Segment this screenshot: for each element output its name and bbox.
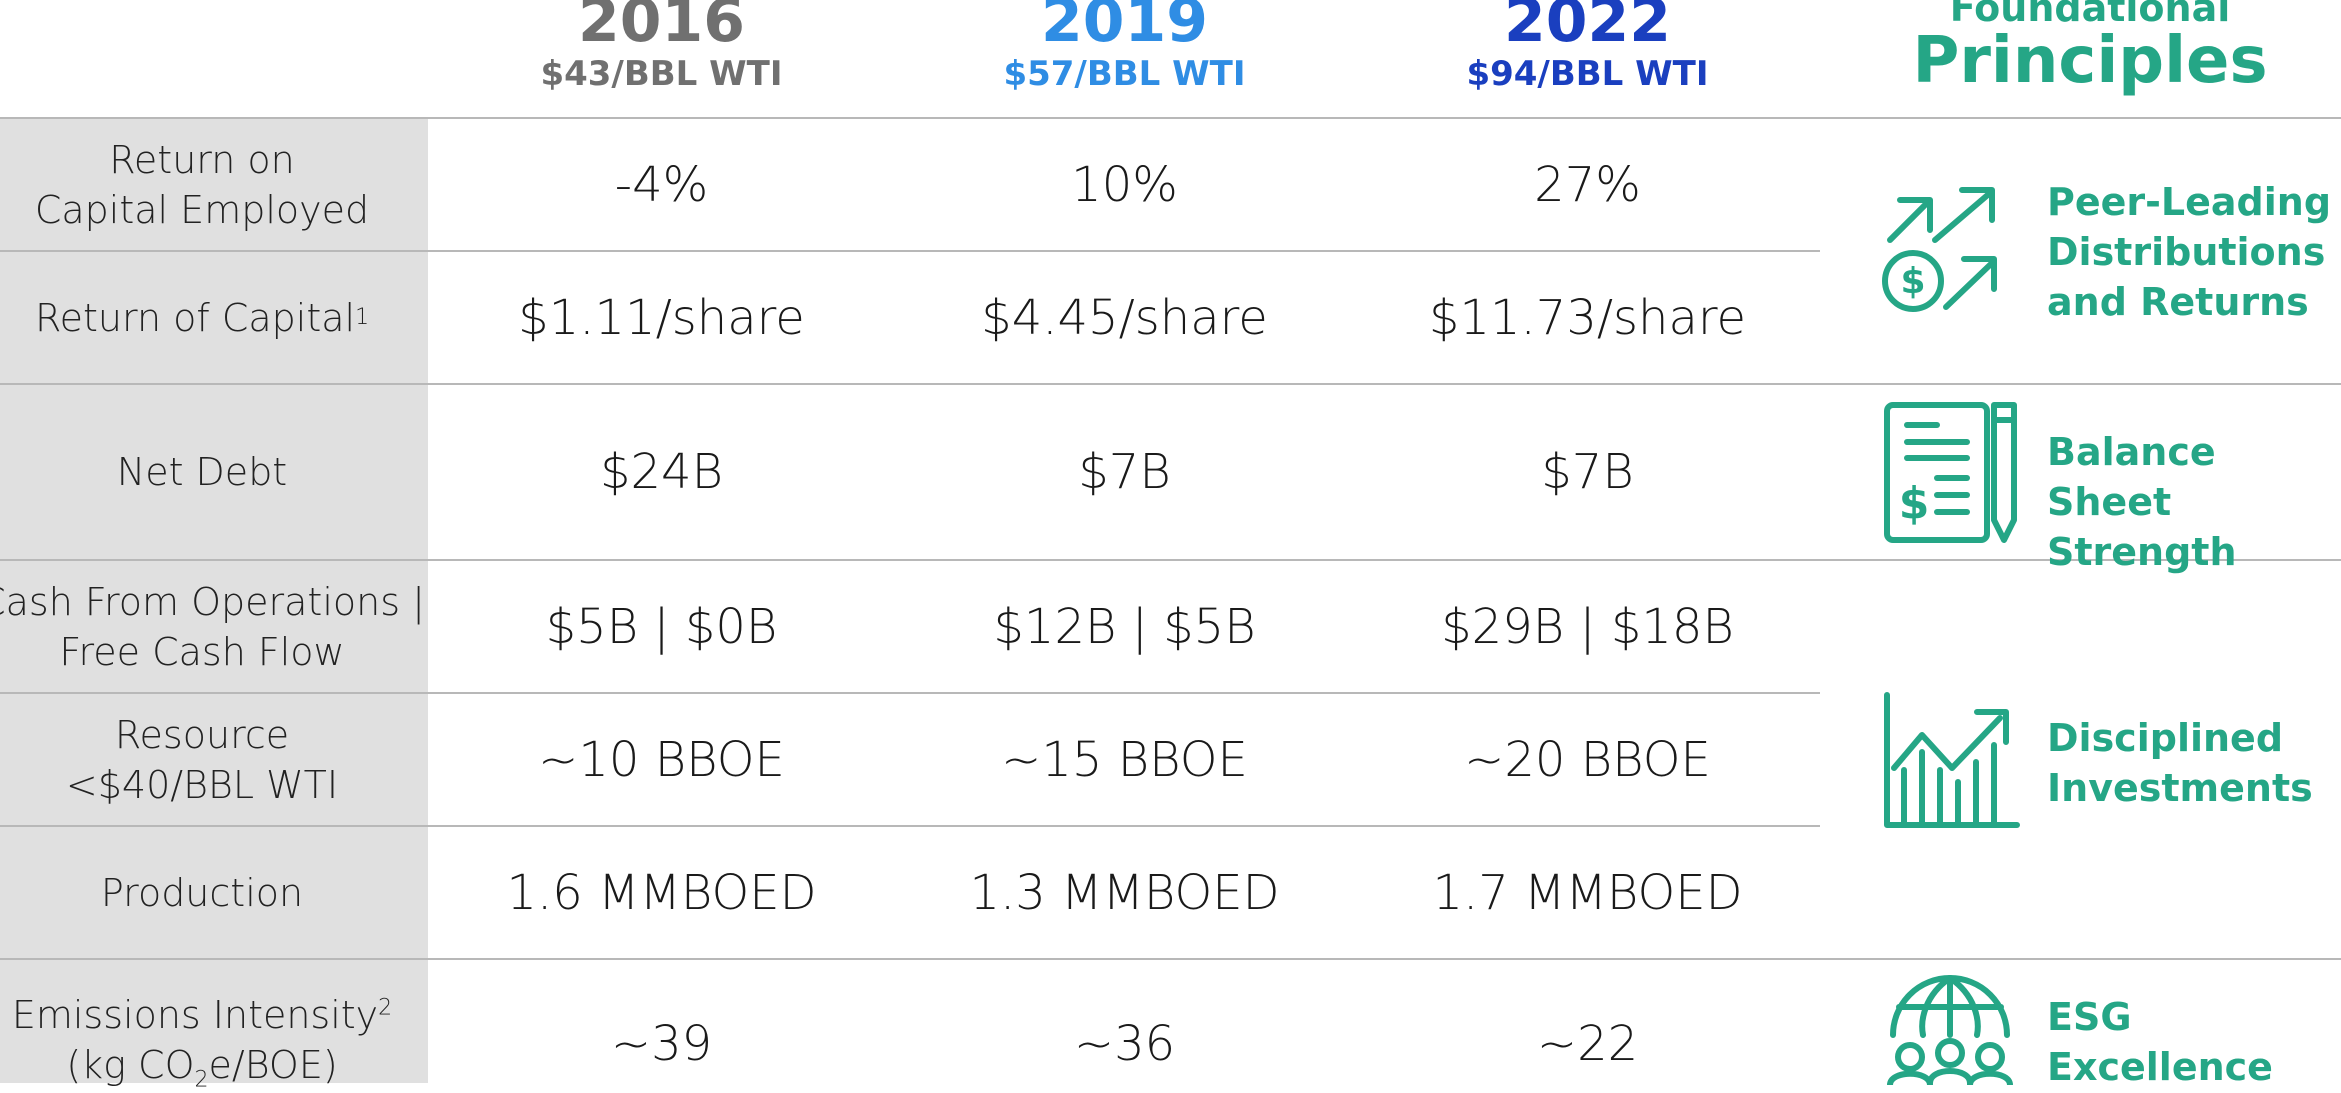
globe-people-icon <box>1885 975 2015 1085</box>
cell-net-debt-2022: $7B <box>1541 444 1634 500</box>
row-divider <box>0 692 1820 694</box>
principle-line: Peer-Leading <box>2047 180 2332 224</box>
row-divider <box>0 958 2341 960</box>
cell-roce-2022: 27% <box>1534 156 1641 213</box>
principle-line: ESG <box>2047 995 2132 1039</box>
cell-emissions-2022: ~22 <box>1536 1016 1639 1072</box>
footnote-marker: 2 <box>378 995 393 1021</box>
cell-cash-flow-2019: $12B | $5B <box>993 598 1256 655</box>
cell-production-2019: 1.3 MMBOED <box>969 864 1280 921</box>
cell-resource-2019: ~15 BBOE <box>1001 731 1248 788</box>
row-label-line: (kg CO2e/BOE) <box>66 1043 338 1093</box>
label-column <box>0 118 428 1083</box>
document-pencil-icon: $ <box>1882 400 2022 545</box>
principles-heading: Principles <box>1912 24 2268 98</box>
principle-line: Distributions <box>2047 230 2326 274</box>
cell-production-2016: 1.6 MMBOED <box>506 864 817 921</box>
principle-disciplined-investments: Disciplined Investments <box>2047 713 2313 813</box>
cell-roce-2016: -4% <box>614 156 709 213</box>
principle-esg-excellence: ESG Excellence <box>2047 992 2273 1092</box>
cell-resource-2022: ~20 BBOE <box>1464 731 1711 788</box>
row-label-cash-flow: Cash From Operations | Free Cash Flow <box>0 561 425 692</box>
row-divider <box>0 383 2341 385</box>
row-label-line: Return of Capital <box>34 295 356 340</box>
principle-distributions-returns: Peer-Leading Distributions and Returns <box>2047 177 2331 327</box>
row-label-return-of-capital: Return of Capital 1 <box>0 252 404 383</box>
cell-net-debt-2019: $7B <box>1078 444 1171 500</box>
row-divider <box>0 250 1820 252</box>
principle-line: Strength <box>2047 530 2237 574</box>
row-label-line: Capital Employed <box>34 187 370 232</box>
year-2022: 2022 <box>1504 0 1671 56</box>
year-2019: 2019 <box>1041 0 1208 56</box>
arrows-dollar-icon: $ <box>1880 185 2010 315</box>
row-label-emissions: Emissions Intensity2 (kg CO2e/BOE) <box>0 990 404 1093</box>
row-label-production: Production <box>0 827 404 958</box>
cell-return-of-capital-2016: $1.11/share <box>518 289 805 346</box>
row-label-roce: Return on Capital Employed <box>0 119 404 250</box>
year-2016: 2016 <box>578 0 745 56</box>
cell-emissions-2016: ~39 <box>610 1016 713 1072</box>
row-label-line: Cash From Operations | <box>0 579 425 624</box>
row-label-net-debt: Net Debt <box>0 385 404 559</box>
principle-balance-sheet: Balance Sheet Strength <box>2047 427 2341 577</box>
cell-net-debt-2016: $24B <box>599 444 724 500</box>
row-label-line: Free Cash Flow <box>59 629 345 674</box>
principle-line: Investments <box>2047 766 2313 810</box>
row-label-line: Production <box>100 870 304 915</box>
row-label-line: <$40/BBL WTI <box>65 762 339 807</box>
price-2016: $43/BBL WTI <box>540 54 783 94</box>
principle-line: and Returns <box>2047 280 2309 324</box>
row-label-line: Resource <box>114 712 290 757</box>
principle-line: Disciplined <box>2047 716 2284 760</box>
principles-heading-small: Foundational <box>1949 0 2231 30</box>
cell-emissions-2019: ~36 <box>1073 1016 1176 1072</box>
header-divider <box>0 117 2341 119</box>
cell-roce-2019: 10% <box>1071 156 1178 213</box>
row-divider <box>0 825 1820 827</box>
row-divider <box>0 559 2341 561</box>
cell-return-of-capital-2019: $4.45/share <box>981 289 1268 346</box>
cell-production-2022: 1.7 MMBOED <box>1432 864 1743 921</box>
cell-return-of-capital-2022: $11.73/share <box>1428 289 1747 346</box>
principle-line: Balance Sheet <box>2047 430 2216 524</box>
row-label-line: Return on <box>109 137 295 182</box>
principle-line: Excellence <box>2047 1045 2273 1089</box>
row-label-line: Net Debt <box>116 450 288 494</box>
row-label-line: Emissions Intensity2 <box>11 993 393 1037</box>
row-label-resource: Resource <$40/BBL WTI <box>0 694 404 825</box>
cell-cash-flow-2022: $29B | $18B <box>1441 598 1734 655</box>
bar-chart-growth-icon <box>1882 690 2022 830</box>
cell-cash-flow-2016: $5B | $0B <box>545 598 778 655</box>
cell-resource-2016: ~10 BBOE <box>538 731 785 788</box>
price-2022: $94/BBL WTI <box>1466 54 1709 94</box>
svg-text:$: $ <box>1899 478 1930 529</box>
price-2019: $57/BBL WTI <box>1003 54 1246 94</box>
svg-text:$: $ <box>1900 261 1925 302</box>
